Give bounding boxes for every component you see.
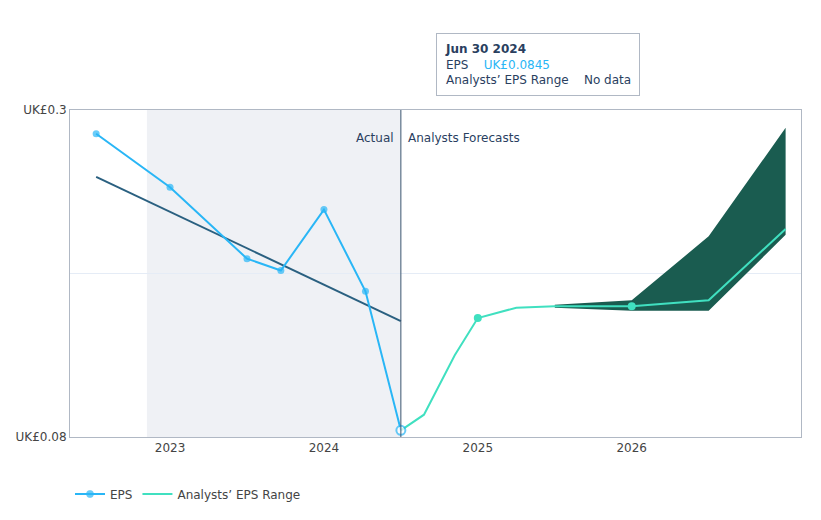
svg-text:2023: 2023 [155,441,186,455]
svg-text:Actual: Actual [356,131,394,145]
svg-text:2025: 2025 [463,441,494,455]
svg-text:UK£0.3: UK£0.3 [23,103,66,117]
svg-text:Analysts’ EPS Range: Analysts’ EPS Range [177,488,300,502]
svg-text:Jun 30 2024EPS UK£0.0845Ana: Jun 30 2024EPS UK£0.0845Analysts’ EPS Ra… [445,42,631,87]
svg-text:2026: 2026 [616,441,647,455]
svg-text:2024: 2024 [309,441,340,455]
svg-text:EPS: EPS [110,488,132,502]
svg-text:Analysts Forecasts: Analysts Forecasts [408,131,520,145]
svg-text:UK£0.08: UK£0.08 [16,430,67,444]
